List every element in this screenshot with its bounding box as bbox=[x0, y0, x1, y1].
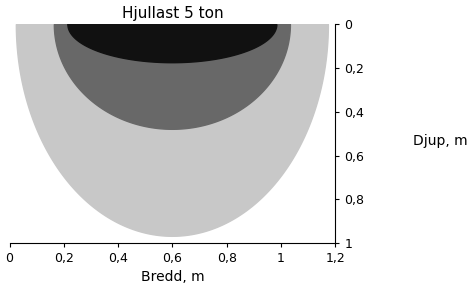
Polygon shape bbox=[54, 24, 290, 129]
Y-axis label: Djup, m: Djup, m bbox=[413, 134, 467, 148]
Polygon shape bbox=[17, 24, 328, 236]
Title: Hjullast 5 ton: Hjullast 5 ton bbox=[122, 6, 223, 21]
Polygon shape bbox=[68, 24, 277, 63]
X-axis label: Bredd, m: Bredd, m bbox=[140, 271, 204, 284]
